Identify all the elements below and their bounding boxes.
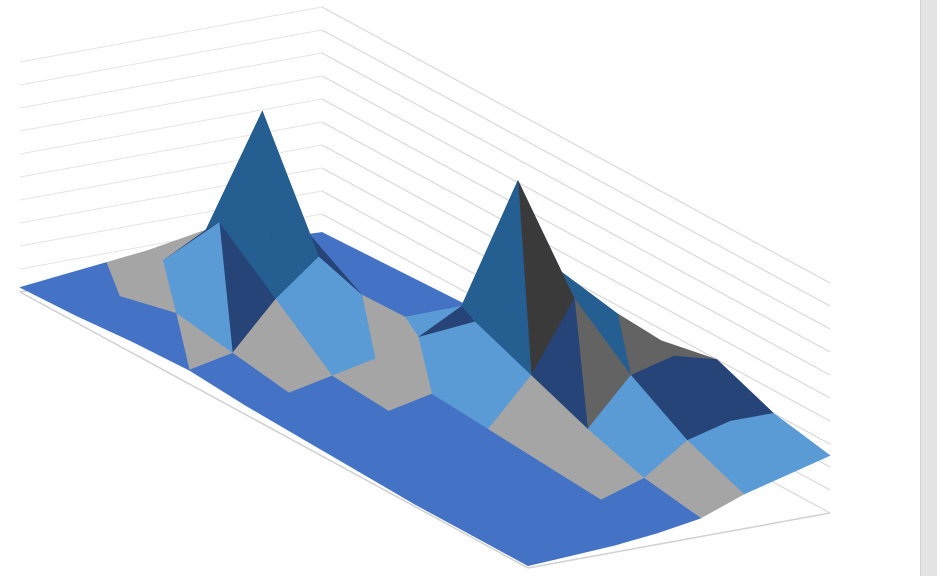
z-gridline <box>321 6 831 284</box>
surface-facet-r0-c1-front <box>76 296 134 343</box>
surface-mesh <box>19 110 831 567</box>
side-wall-gridline <box>19 98 323 155</box>
floor-edge <box>527 512 831 569</box>
side-wall-gridline <box>19 6 323 63</box>
scrollbar-edge <box>920 0 937 576</box>
floor-edge <box>19 291 529 569</box>
surface-facet-r0-c0-front <box>19 274 77 317</box>
side-wall-gridline <box>19 29 323 86</box>
surface-facet-r0-c8-front <box>471 524 529 567</box>
surface-facet-r0-c2-front <box>132 312 190 371</box>
z-gridline <box>321 52 831 330</box>
side-wall-gridline <box>19 75 323 132</box>
side-wall-gridline <box>19 121 323 178</box>
surface-facet-r0-c3-front <box>189 352 247 406</box>
surface-facet-r0-c4-front <box>245 392 303 439</box>
surface-facet-r0-c5-front <box>301 425 359 472</box>
z-gridline <box>321 121 831 399</box>
z-gridline <box>321 75 831 353</box>
z-gridline <box>321 29 831 307</box>
surface-facet-r0-c7-front <box>414 491 472 536</box>
side-wall-gridline <box>19 52 323 109</box>
z-gridline <box>321 98 831 376</box>
surface-facet-r0-c6-front <box>358 458 416 505</box>
